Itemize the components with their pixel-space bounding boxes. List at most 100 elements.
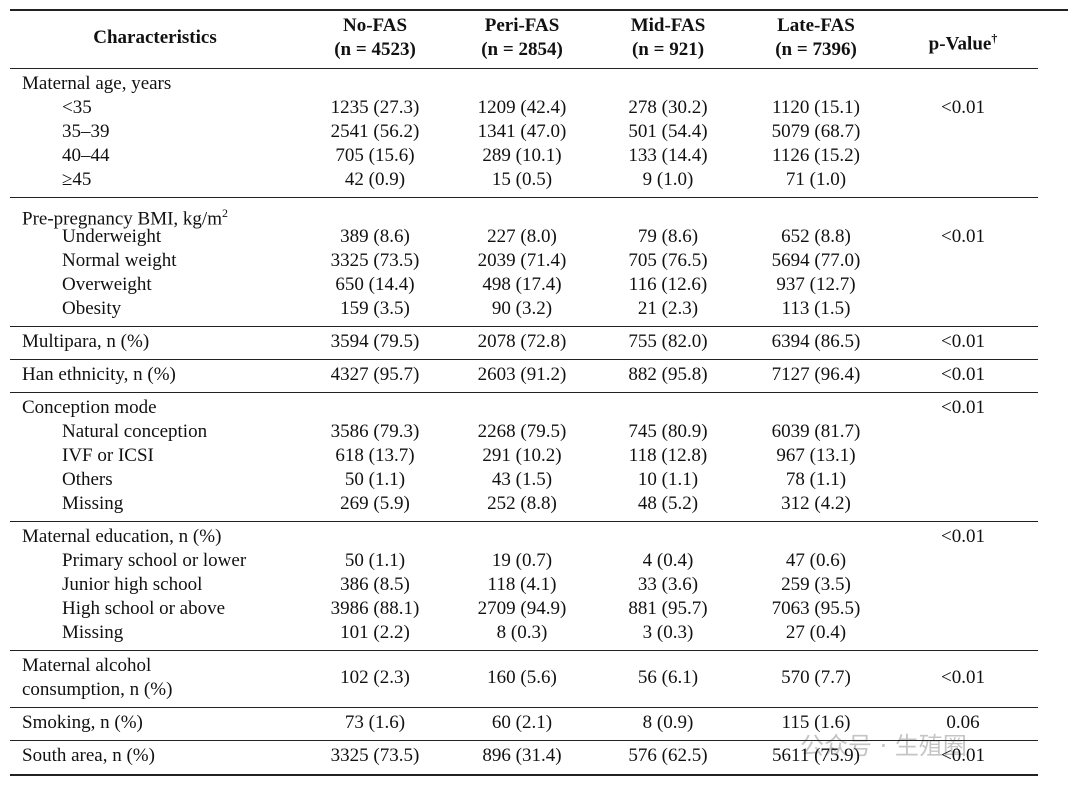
row-label: Smoking, n (%) [22,711,143,735]
header-sup: † [991,31,998,45]
cell: 56 (6.1) [637,667,699,688]
p-value: <0.01 [941,226,985,247]
sub-row-label: <35 [62,97,92,118]
label-text: Multipara, n (%) [22,331,150,352]
cell: 90 (3.2) [491,298,553,319]
cell: 102 (2.3) [340,667,410,688]
cell: 937 (12.7) [776,274,856,295]
cell: 101 (2.2) [340,622,410,643]
cell: 48 (5.2) [637,493,699,514]
cell: 6394 (86.5) [771,331,861,352]
cell: 10 (1.1) [637,469,699,490]
label-text: Smoking, n (%) [22,712,143,733]
header-text: p-Value [928,33,992,55]
cell: 33 (3.6) [637,574,699,595]
cell: 652 (8.8) [781,226,851,247]
label-text: Pre-pregnancy BMI, kg/m [22,208,222,230]
row-rule [10,392,1038,393]
cell: 71 (1.0) [785,169,847,190]
cell: 570 (7.7) [781,667,851,688]
p-value: <0.01 [941,526,985,547]
label-text: Han ethnicity, n (%) [22,364,176,385]
row-label: Han ethnicity, n (%) [22,363,176,387]
cell: 2039 (71.4) [477,250,567,271]
cell: 291 (10.2) [482,445,562,466]
sub-row-label: High school or above [62,598,226,619]
cell: 1235 (27.3) [330,97,420,118]
column-header-n: (n = 7396) [775,39,857,60]
column-header: Characteristics [93,26,216,50]
row-label: Maternal age, years [22,72,171,96]
sub-row-label: Underweight [62,226,162,247]
row-rule [10,650,1038,651]
cell: 389 (8.6) [340,226,410,247]
cell: 2268 (79.5) [477,421,567,442]
label-text: South area, n (%) [22,745,155,766]
cell: 8 (0.9) [642,712,694,733]
cell: 278 (30.2) [628,97,708,118]
p-value: <0.01 [941,745,985,766]
sub-row-label: Others [62,469,113,490]
cell: 27 (0.4) [785,622,847,643]
column-header: No-FAS [342,15,408,36]
cell: 745 (80.9) [628,421,708,442]
cell: 705 (15.6) [335,145,415,166]
cell: 42 (0.9) [344,169,406,190]
row-label: Multipara, n (%) [22,330,149,354]
cell: 116 (12.6) [628,274,708,295]
sub-row-label: IVF or ICSI [62,445,154,466]
cell: 881 (95.7) [628,598,708,619]
row-label: South area, n (%) [22,744,155,768]
row-rule [10,521,1038,522]
cell: 1120 (15.1) [772,97,860,118]
cell: 386 (8.5) [340,574,410,595]
cell: 3986 (88.1) [330,598,420,619]
p-value: <0.01 [941,331,985,352]
cell: 15 (0.5) [491,169,553,190]
row-rule [10,197,1038,198]
cell: 21 (2.3) [637,298,699,319]
cell: 79 (8.6) [637,226,699,247]
cell: 252 (8.8) [487,493,557,514]
cell: 19 (0.7) [491,550,553,571]
cell: 650 (14.4) [335,274,415,295]
column-header: Mid-FAS [630,15,706,36]
cell: 2541 (56.2) [330,121,420,142]
cell: 118 (12.8) [628,445,708,466]
label-text: Maternal education, n (%) [22,526,222,547]
cell: 501 (54.4) [628,121,708,142]
cell: 160 (5.6) [487,667,557,688]
row-label: Conception mode [22,396,157,420]
cell: 9 (1.0) [642,169,694,190]
sub-row-label: 35–39 [62,121,110,142]
sub-row-label: ≥45 [62,169,92,190]
cell: 47 (0.6) [785,550,847,571]
sub-row-label: Missing [62,493,124,514]
cell: 2709 (94.9) [477,598,567,619]
cell: 882 (95.8) [628,364,708,385]
column-header-n: (n = 4523) [334,39,416,60]
cell: 618 (13.7) [335,445,415,466]
p-value: <0.01 [941,97,985,118]
cell: 3586 (79.3) [330,421,420,442]
column-header-n: (n = 921) [631,39,705,60]
cell: 159 (3.5) [340,298,410,319]
p-value: <0.01 [941,667,985,688]
cell: 113 (1.5) [781,298,851,319]
cell: 896 (31.4) [482,745,562,766]
row-rule [10,326,1038,327]
cell: 118 (4.1) [487,574,557,595]
cell: 1341 (47.0) [477,121,567,142]
p-value: 0.06 [946,712,980,733]
cell: 3325 (73.5) [330,250,420,271]
cell: 498 (17.4) [482,274,562,295]
header-rule [10,68,1038,69]
cell: 3325 (73.5) [330,745,420,766]
cell: 60 (2.1) [491,712,553,733]
column-header: Late-FAS [777,15,855,36]
cell: 4 (0.4) [642,550,694,571]
p-value: <0.01 [941,397,985,418]
cell: 967 (13.1) [776,445,856,466]
cell: 73 (1.6) [344,712,406,733]
